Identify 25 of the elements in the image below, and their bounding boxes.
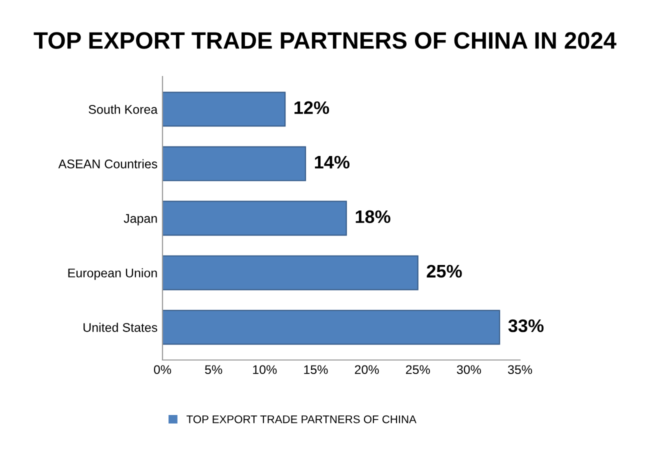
y-tick-label: Japan [124, 214, 157, 226]
x-tick-label: 25% [406, 365, 430, 374]
bar [162, 200, 347, 236]
bar [162, 255, 418, 290]
legend-label: TOP EXPORT TRADE PARTNERS OF CHINA [186, 415, 416, 424]
x-tick-label: 5% [205, 365, 222, 374]
bar [162, 310, 500, 345]
data-label: 25% [426, 264, 462, 278]
x-tick-label: 20% [354, 365, 379, 374]
data-label: 14% [314, 156, 350, 169]
chart-title: TOP EXPORT TRADE PARTNERS OF CHINA IN 2024 [34, 32, 616, 49]
y-tick-label: South Korea [88, 104, 158, 114]
x-tick-label: 10% [253, 365, 277, 374]
bar [162, 92, 286, 127]
x-tick-label: 0% [154, 365, 172, 374]
data-label: 18% [356, 210, 390, 224]
data-label: 33% [508, 319, 544, 332]
y-tick-label: European Union [68, 268, 157, 280]
x-tick-label: 30% [456, 365, 481, 374]
y-tick-label: ASEAN Countries [58, 159, 158, 168]
x-tick-label: 35% [508, 365, 532, 374]
x-tick-label: 15% [304, 365, 328, 374]
y-tick-label: United States [84, 322, 158, 332]
data-label: 12% [294, 101, 330, 114]
bar [162, 146, 306, 182]
